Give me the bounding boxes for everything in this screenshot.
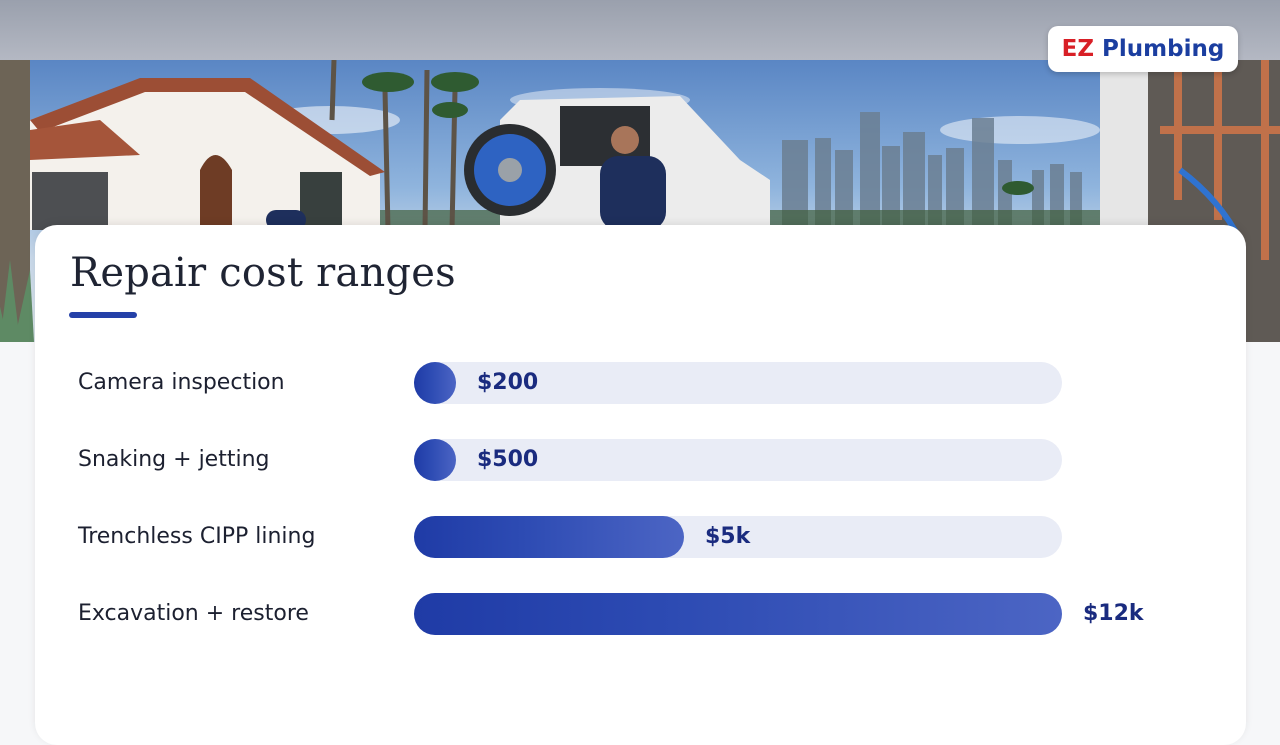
value-label: $12k xyxy=(1083,601,1144,626)
category-label: Trenchless CIPP lining xyxy=(78,524,316,549)
bar xyxy=(414,516,684,558)
brand-logo[interactable]: EZ Plumbing xyxy=(1048,26,1238,72)
content-card xyxy=(35,225,1246,745)
bar xyxy=(414,439,456,481)
bar xyxy=(414,593,1062,635)
logo-ez-text: EZ xyxy=(1061,36,1095,62)
logo-plumbing-text: Plumbing xyxy=(1102,36,1225,62)
bar-track xyxy=(414,439,1062,481)
category-label: Camera inspection xyxy=(78,370,285,395)
value-label: $5k xyxy=(705,524,751,549)
bar xyxy=(414,362,456,404)
category-label: Snaking + jetting xyxy=(78,447,270,472)
value-label: $500 xyxy=(477,447,539,472)
bar-track xyxy=(414,362,1062,404)
title-underline xyxy=(69,312,137,318)
chart-title: Repair cost ranges xyxy=(70,250,456,296)
category-label: Excavation + restore xyxy=(78,601,309,626)
banner-illustration xyxy=(0,60,1280,342)
value-label: $200 xyxy=(477,370,539,395)
banner-photo xyxy=(0,60,1280,342)
